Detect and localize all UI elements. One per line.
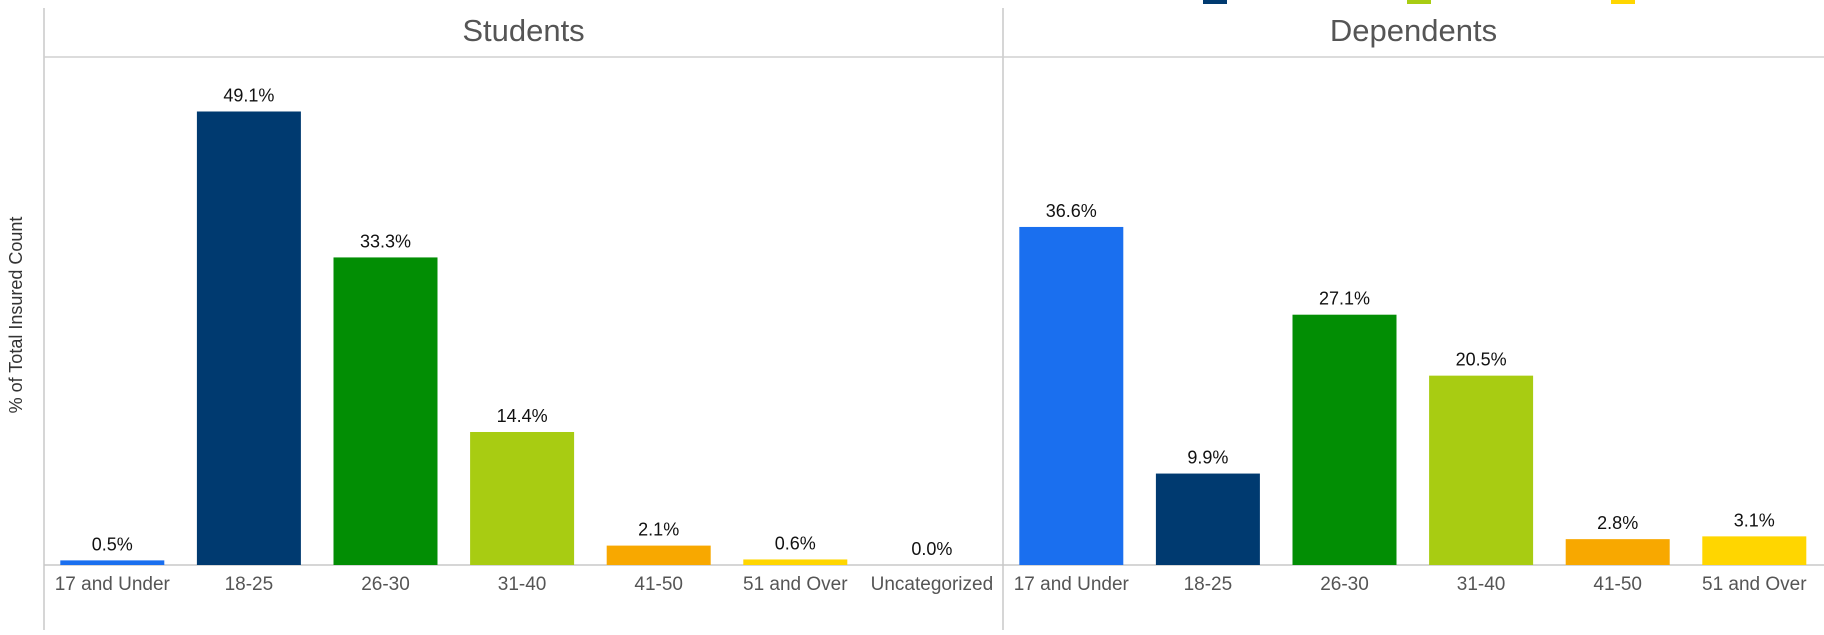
y-axis-label: % of Total Insured Count: [6, 217, 26, 414]
data-label: 0.0%: [911, 539, 952, 559]
x-tick-label: 17 and Under: [1014, 574, 1130, 595]
data-label: 36.6%: [1046, 201, 1097, 221]
bar: [60, 560, 165, 565]
x-tick-label: 51 and Over: [1702, 574, 1807, 595]
x-tick-label: 31-40: [498, 574, 547, 595]
legend-swatch: [1407, 0, 1431, 4]
data-label: 33.3%: [360, 231, 411, 251]
bar: [1019, 226, 1124, 565]
data-label: 14.4%: [497, 406, 548, 426]
panel-students: Students 0.5% 17 and Under 49.1% 18-25 33.3% 2…: [55, 13, 993, 595]
panel-title: Students: [462, 13, 584, 48]
x-tick-label: 17 and Under: [55, 574, 171, 595]
bar: [333, 257, 438, 565]
legend: [1203, 0, 1635, 4]
bar: [606, 545, 711, 565]
bar: [1702, 536, 1807, 565]
legend-swatch: [1203, 0, 1227, 4]
bar: [1565, 539, 1670, 565]
x-tick-label: 26-30: [361, 574, 410, 595]
x-tick-label: 31-40: [1457, 574, 1506, 595]
x-tick-label: 18-25: [225, 574, 274, 595]
panel-dependents: Dependents 36.6% 17 and Under 9.9% 18-25 27.1…: [1014, 13, 1808, 595]
bar: [196, 111, 301, 566]
bar: [470, 431, 575, 565]
data-label: 9.9%: [1187, 448, 1228, 468]
data-label: 27.1%: [1319, 289, 1370, 309]
x-tick-label: 18-25: [1184, 574, 1233, 595]
x-tick-label: 41-50: [1593, 574, 1642, 595]
data-label: 0.5%: [92, 534, 133, 554]
legend-swatch: [1611, 0, 1635, 4]
data-label: 20.5%: [1456, 350, 1507, 370]
data-label: 3.1%: [1734, 510, 1775, 530]
bar: [1292, 314, 1397, 565]
panels: Students 0.5% 17 and Under 49.1% 18-25 33.3% 2…: [43, 8, 1824, 630]
data-label: 0.6%: [775, 533, 816, 553]
data-label: 49.1%: [223, 85, 274, 105]
data-label: 2.8%: [1597, 513, 1638, 533]
data-label: 2.1%: [638, 520, 679, 540]
bar: [743, 559, 848, 565]
panel-title: Dependents: [1330, 13, 1497, 48]
bar: [1429, 375, 1534, 565]
x-tick-label: 26-30: [1320, 574, 1369, 595]
x-tick-label: 41-50: [634, 574, 683, 595]
bar: [1155, 473, 1260, 565]
x-tick-label: Uncategorized: [871, 574, 994, 595]
x-tick-label: 51 and Over: [743, 574, 848, 595]
